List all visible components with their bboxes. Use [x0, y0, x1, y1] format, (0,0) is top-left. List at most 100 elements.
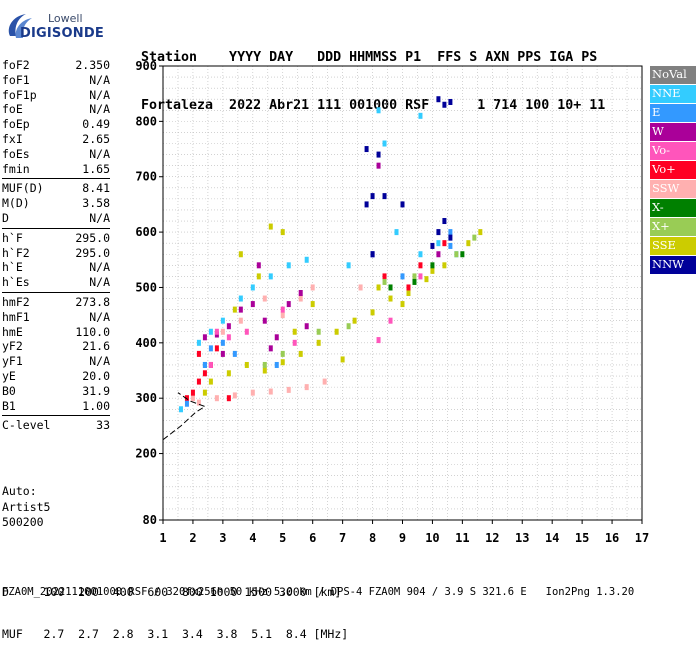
param-row: MUF(D) 8.41	[2, 181, 110, 196]
param-separator	[2, 178, 110, 180]
echo-point-vo-	[214, 345, 219, 352]
param-row: h`F2 295.0	[2, 246, 110, 261]
echo-point-vo-	[208, 361, 213, 368]
param-value: 2.350	[75, 58, 110, 72]
param-name: hmE	[2, 324, 23, 339]
param-name: yF2	[2, 339, 23, 354]
param-name: hmF2	[2, 294, 30, 309]
param-row: hmE 110.0	[2, 325, 110, 340]
param-row: foEs N/A	[2, 147, 110, 162]
echo-point-ssw	[298, 295, 303, 302]
echo-point-nnw	[436, 229, 441, 236]
echo-point-sse	[292, 328, 297, 335]
echo-point-sse	[430, 267, 435, 274]
echo-point-sse	[352, 317, 357, 324]
auto-label: Auto:	[2, 484, 37, 498]
legend-item-vo-: Vo+	[650, 161, 696, 179]
echo-point-ssw	[190, 395, 195, 402]
echo-point-e	[400, 273, 405, 280]
x-tick-label: 7	[339, 531, 346, 545]
digisonde-logo: Lowell DIGISONDE	[6, 6, 110, 46]
echo-point-ssw	[286, 386, 291, 393]
echo-point-nnw	[370, 251, 375, 258]
legend-item-nne: NNE	[650, 85, 696, 103]
param-value: N/A	[89, 72, 110, 87]
echo-point-nne	[250, 284, 255, 291]
echo-point-sse	[388, 295, 393, 302]
echo-point-ssw	[358, 284, 363, 291]
logo-swoosh-icon	[8, 14, 33, 38]
echo-point-e	[232, 350, 237, 357]
echo-point-sse	[406, 290, 411, 296]
echo-point-nne	[376, 107, 381, 114]
echo-point-vo-	[280, 306, 285, 313]
param-separator	[2, 415, 110, 417]
echo-point-sse	[310, 301, 315, 308]
param-name: fxI	[2, 131, 23, 146]
trace-profile-line	[162, 392, 207, 441]
echo-point-sse	[280, 229, 285, 236]
echo-point-e	[220, 339, 225, 346]
echo-point-ssw	[262, 295, 267, 302]
legend-item-w: W	[650, 123, 696, 141]
param-value: N/A	[89, 275, 110, 290]
echo-point-vo-	[196, 378, 201, 385]
x-tick-label: 1	[159, 531, 166, 545]
legend-item-vo-: Vo-	[650, 142, 696, 160]
param-row: yF1 N/A	[2, 354, 110, 369]
param-row: h`Es N/A	[2, 275, 110, 290]
echo-point-vo-	[382, 273, 387, 280]
echo-point-sse	[370, 309, 375, 316]
y-tick-label: 200	[135, 447, 157, 461]
echo-point-nnw	[448, 98, 453, 105]
param-name: fmin	[2, 161, 30, 176]
echo-point-vo-	[442, 240, 447, 247]
station-header: Station YYYY DAY DDD HHMMSS P1 FFS S AXN…	[141, 18, 605, 130]
echo-point-x-	[346, 323, 351, 330]
echo-point-w	[304, 323, 309, 330]
param-name: foF2	[2, 58, 30, 72]
echo-point-vo-	[226, 334, 231, 341]
y-tick-label: 400	[135, 336, 157, 350]
echo-point-nnw	[364, 201, 369, 208]
param-value: 0.49	[82, 117, 110, 132]
param-value: 31.9	[82, 383, 110, 398]
echo-point-nne	[346, 262, 351, 269]
echo-point-nnw	[400, 201, 405, 208]
echo-point-w	[250, 301, 255, 308]
echo-point-x-	[316, 328, 321, 335]
x-tick-label: 2	[189, 531, 196, 545]
echo-point-sse	[226, 370, 231, 377]
param-row: foEp 0.49	[2, 117, 110, 132]
param-row: C-level 33	[2, 418, 110, 433]
echo-point-nnw	[382, 193, 387, 200]
x-tick-label: 17	[635, 531, 649, 545]
echo-point-e	[202, 361, 207, 368]
echo-point-nnw	[430, 242, 435, 249]
param-value: N/A	[89, 102, 110, 117]
echo-point-x-	[280, 350, 285, 357]
echo-point-w	[220, 350, 225, 357]
echo-point-sse	[334, 328, 339, 335]
x-tick-label: 6	[309, 531, 316, 545]
param-row: h`E N/A	[2, 260, 110, 275]
param-value: N/A	[89, 260, 110, 275]
ionogram-chart: 1 2 3 4 5 6 7 8 9 10 11 12 13 14 15 16 17802003004005006…	[135, 59, 649, 545]
x-tick-label: 10	[425, 531, 439, 545]
echo-point-e	[208, 345, 213, 352]
echo-point-x-	[412, 278, 417, 285]
echo-point-w	[256, 262, 261, 269]
echo-point-nne	[418, 251, 423, 258]
echo-point-ssw	[322, 378, 327, 385]
param-name: foEs	[2, 146, 30, 161]
echo-point-x-	[472, 234, 477, 241]
echo-point-nnw	[442, 218, 447, 225]
param-name: M(D)	[2, 196, 30, 211]
echo-point-vo-	[418, 262, 423, 269]
echo-point-e	[448, 242, 453, 249]
legend-item-noval: NoVal	[650, 66, 696, 84]
echo-point-sse	[256, 273, 261, 280]
plot-frame	[162, 65, 643, 521]
echo-point-vo-	[244, 328, 249, 335]
param-separator	[2, 227, 110, 229]
